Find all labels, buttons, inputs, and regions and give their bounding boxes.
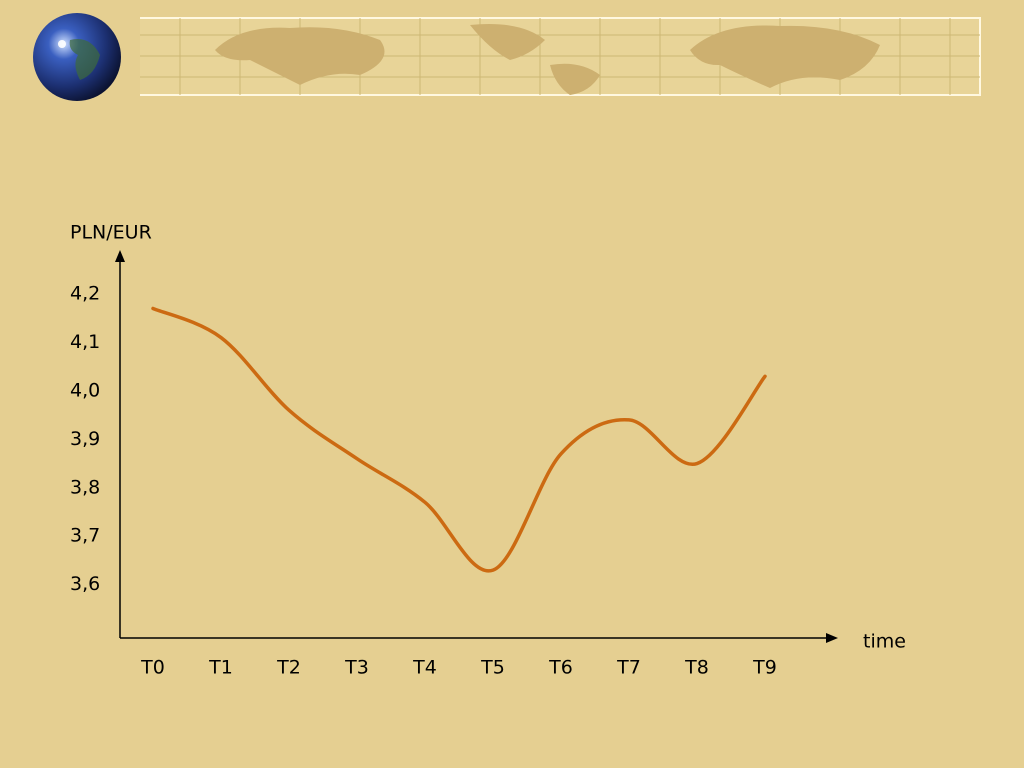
x-tick-label: T1 [208,657,233,679]
globe-icon [33,13,121,101]
x-axis-arrow [826,633,838,643]
y-tick-label: 4,2 [70,282,100,304]
x-tick-label: T0 [140,657,165,679]
y-tick-label: 3,7 [70,525,100,547]
x-tick-label: T4 [412,657,437,679]
data-line [151,306,767,573]
y-tick-label: 4,0 [70,379,100,401]
x-axis-label: time [863,631,906,653]
y-tick-label: 3,9 [70,428,100,450]
x-tick-label: T8 [684,657,709,679]
x-tick-label: T2 [276,657,301,679]
x-tick-label: T3 [344,657,369,679]
x-tick-label: T7 [616,657,641,679]
y-axis-arrow [115,250,125,262]
x-tick-label: T9 [752,657,777,679]
y-tick-label: 4,1 [70,331,100,353]
x-tick-label: T5 [480,657,505,679]
header-banner [100,16,981,98]
x-tick-label: T6 [548,657,573,679]
y-axis-label: PLN/EUR [70,222,152,244]
y-tick-label: 3,8 [70,476,100,498]
y-tick-label: 3,6 [70,573,100,595]
